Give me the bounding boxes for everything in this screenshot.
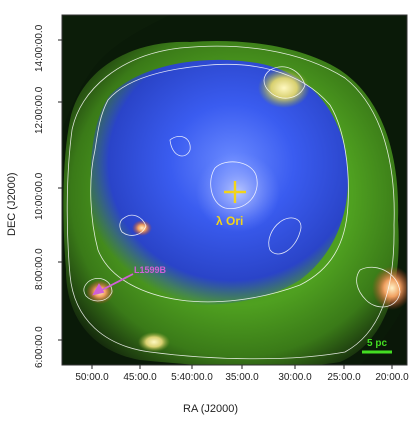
contour-blob-1 bbox=[169, 136, 191, 157]
image-frame bbox=[61, 14, 408, 366]
contour-blob-2 bbox=[210, 161, 258, 209]
y-tick-10: 10:00:00.0 bbox=[34, 172, 45, 220]
contour-blob-7 bbox=[83, 278, 113, 302]
contour-blob-5 bbox=[263, 66, 306, 99]
l1599b-label: L1599B bbox=[134, 265, 167, 275]
contour-cavity-edge bbox=[90, 63, 349, 303]
scale-bar-label: 5 pc bbox=[367, 338, 387, 349]
hotspot-top bbox=[258, 68, 310, 108]
x-tick-25: 25:00.0 bbox=[327, 372, 361, 383]
x-tick-20: 20:00.0 bbox=[375, 372, 409, 383]
x-axis-label: RA (J2000) bbox=[183, 403, 239, 415]
y-axis-label: DEC (J2000) bbox=[6, 172, 18, 236]
hotspot-lower-mid bbox=[138, 332, 170, 352]
l1599b-marker bbox=[92, 273, 134, 296]
outer-dark-corner-tl bbox=[62, 15, 170, 130]
y-tick-14: 14:00:00.0 bbox=[34, 24, 45, 72]
x-tick-35: 35:00.0 bbox=[225, 372, 259, 383]
contour-blob-4 bbox=[119, 214, 147, 236]
x-tick-50: 50:00.0 bbox=[75, 372, 109, 383]
lambda-ori-marker bbox=[224, 181, 246, 203]
hotspot-left bbox=[132, 220, 152, 236]
x-tick-30: 30:00.0 bbox=[278, 372, 312, 383]
contour-outer bbox=[66, 45, 395, 360]
contour-lines bbox=[66, 45, 401, 360]
contour-blob-6 bbox=[356, 266, 401, 308]
x-tick-540: 5:40:00.0 bbox=[171, 372, 213, 383]
contour-blob-3 bbox=[268, 217, 302, 255]
y-tick-6: 6:00:00.0 bbox=[34, 326, 45, 368]
x-tick-45: 45:00.0 bbox=[123, 372, 157, 383]
y-tick-8: 8:00:00.0 bbox=[34, 248, 45, 290]
outer-dark-corner-br bbox=[360, 300, 407, 365]
y-tick-12: 12:00:00.0 bbox=[34, 86, 45, 134]
hotspot-bottom-right bbox=[372, 266, 407, 310]
axis-ticks bbox=[58, 39, 393, 369]
lambda-ori-label: λ Ori bbox=[216, 214, 243, 228]
